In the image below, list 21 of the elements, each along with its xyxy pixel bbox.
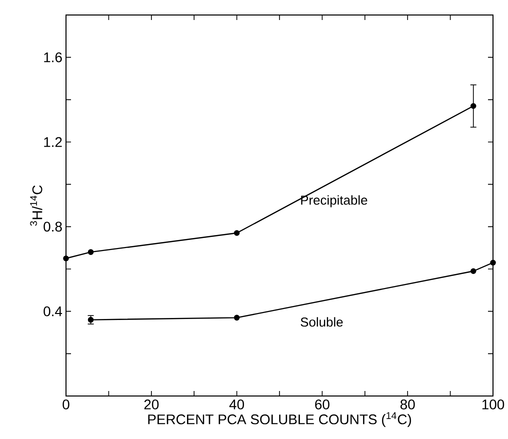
x-tick-label: 20 bbox=[144, 400, 159, 410]
x-axis-title: PERCENT PCA SOLUBLE COUNTS ($^{14}$C) bbox=[148, 412, 412, 428]
y-tick-label: 1.6 bbox=[44, 52, 62, 62]
y-tick-label: 0.8 bbox=[44, 222, 62, 232]
x-tick-label: 40 bbox=[229, 400, 244, 410]
x-tick-label: 60 bbox=[315, 400, 330, 410]
point bbox=[88, 249, 94, 255]
y-tick-label: 1.2 bbox=[44, 137, 62, 147]
y-tick-label: 0.4 bbox=[44, 306, 62, 316]
series-label: Soluble bbox=[300, 317, 343, 327]
point bbox=[234, 230, 240, 236]
point bbox=[63, 256, 69, 262]
point bbox=[490, 260, 496, 266]
x-tick-label: 80 bbox=[400, 400, 415, 410]
x-tick-label: 100 bbox=[482, 400, 504, 410]
x-tick-label: 0 bbox=[62, 400, 70, 410]
series-label: Precipitable bbox=[301, 195, 368, 208]
point bbox=[470, 103, 476, 109]
point bbox=[470, 268, 476, 274]
y-axis-title: $^{3}$H/$^{14}$C bbox=[30, 185, 42, 226]
point bbox=[234, 314, 240, 321]
